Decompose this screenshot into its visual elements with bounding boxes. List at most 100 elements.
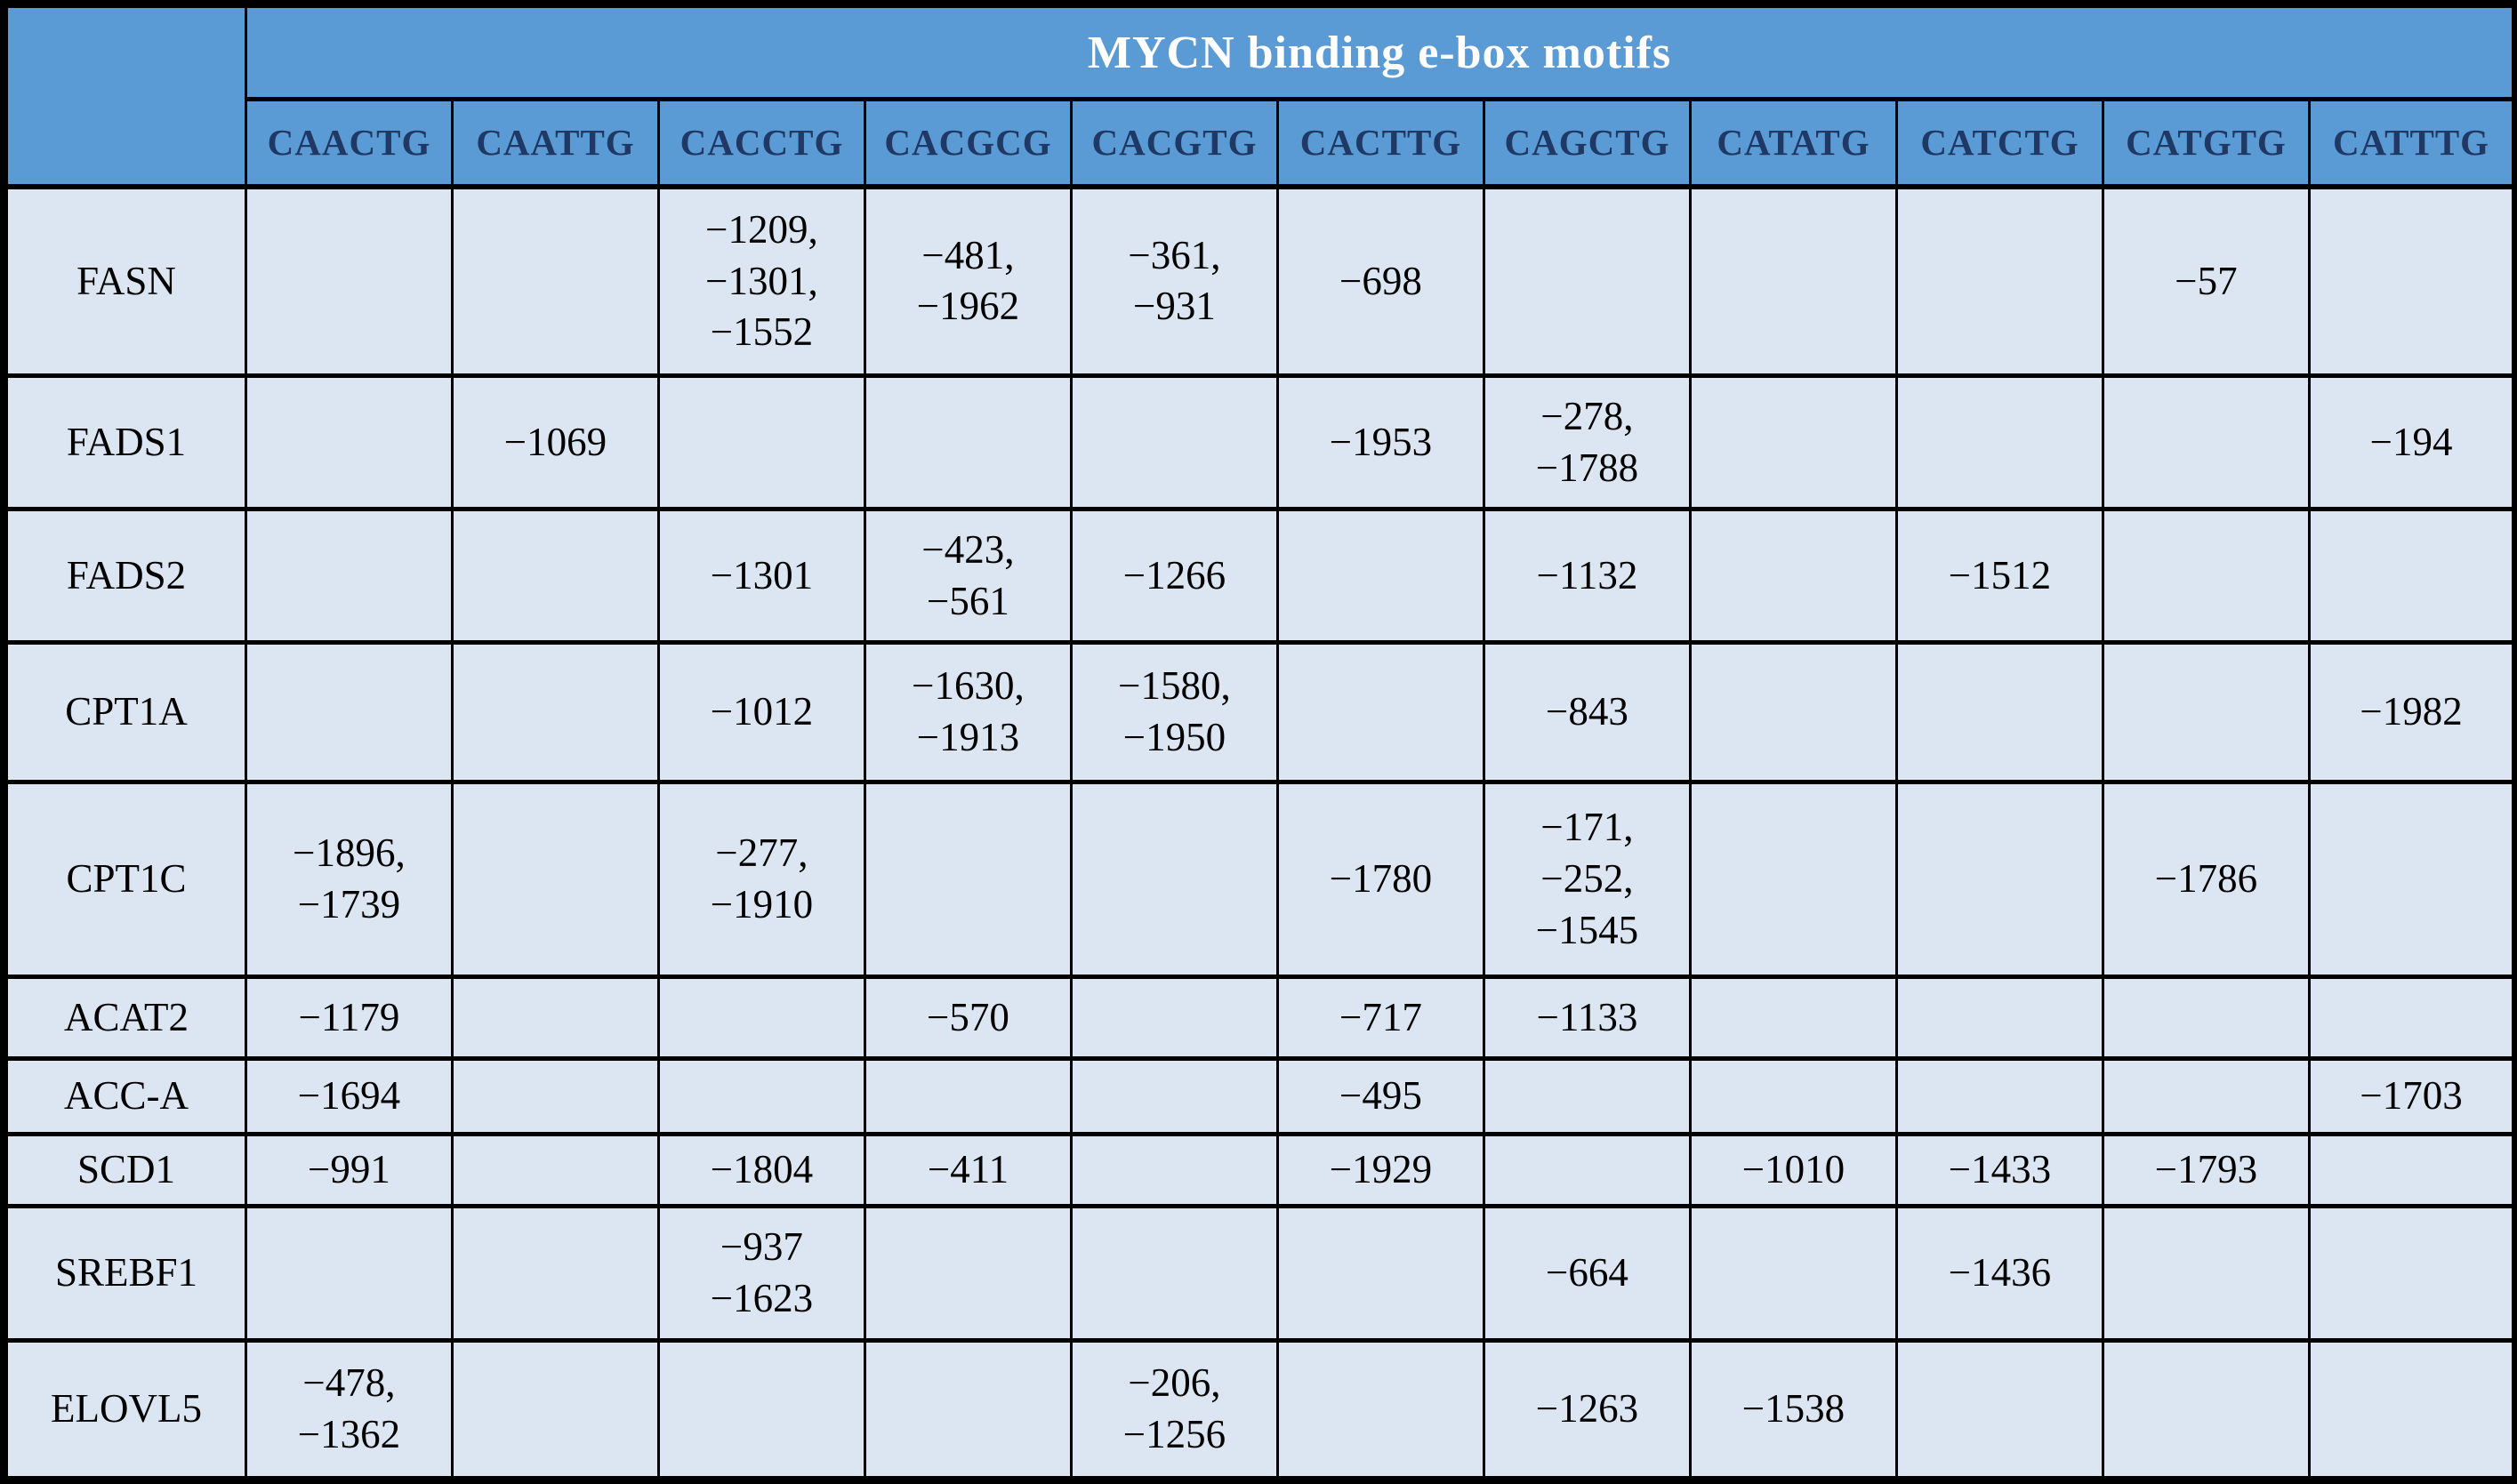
motif-position-cell: −570 [864,975,1073,1061]
motif-position-cell [1689,779,1898,980]
motif-position-cell: −194 [2307,373,2517,512]
motif-position-cell [1276,640,1485,784]
motif-position-cell [864,1337,1073,1483]
motif-position-cell: −1896, −1739 [245,779,454,980]
motif-position-cell [1895,183,2104,379]
table-row: FASN −1209, −1301, −1552 −481, −1962 −361, … [3,183,2517,379]
motif-position-cell [864,1055,1073,1137]
motif-position-cell [2102,1337,2311,1483]
motif-position-cell [2307,1132,2517,1208]
motif-position-cell [451,183,660,379]
table-header: MYCN binding e-box motifs CAACTG CAATTG CA… [3,2,2517,189]
table-row: ACAT2 −1179 −570 −717 −1133 [3,975,2517,1061]
motif-position-cell [1483,183,1692,379]
motif-position-cell: −1953 [1276,373,1485,512]
motif-position-cell: −478, −1362 [245,1337,454,1483]
motif-position-cell: −361, −931 [1070,183,1279,379]
motif-position-cell [451,975,660,1061]
motif-header: CATATG [1689,97,1898,189]
gene-label: SREBF1 [3,1203,247,1343]
motif-position-cell [451,1055,660,1137]
table-row: ELOVL5 −478, −1362 −206, −1256 −1263 −1538 [3,1337,2517,1483]
motif-position-cell [2102,1055,2311,1137]
motif-position-cell [1689,507,1898,646]
motif-position-cell: −411 [864,1132,1073,1208]
motif-position-cell [1689,1055,1898,1137]
motif-position-cell [1689,640,1898,784]
motif-position-cell: −717 [1276,975,1485,1061]
table-row: ACC-A −1694 −495 −1703 [3,1055,2517,1137]
motif-position-cell [1276,1337,1485,1483]
motif-position-cell: −481, −1962 [864,183,1073,379]
motif-position-cell [2307,1337,2517,1483]
motif-position-cell [245,640,454,784]
header-title-row: MYCN binding e-box motifs [3,2,2517,189]
motif-header: CAGCTG [1483,97,1692,189]
motif-position-cell [451,507,660,646]
motif-position-cell: −664 [1483,1203,1692,1343]
motif-position-cell [1895,975,2104,1061]
motif-position-cell [2307,507,2517,646]
motif-position-cell [1070,373,1279,512]
motif-position-cell [1895,1337,2104,1483]
motif-position-cell [451,1337,660,1483]
gene-label: FADS1 [3,373,247,512]
motif-position-cell: −1982 [2307,640,2517,784]
motif-header: CAACTG [245,97,454,189]
table-row: SREBF1 −937 −1623 −664 −1436 [3,1203,2517,1343]
motif-header-row: CAACTG CAATTG CACCTG CACGCG CACGTG CACTTG CAGC… [4,97,2517,189]
motif-position-cell [1895,1055,2104,1137]
motif-header: CACGCG [864,97,1073,189]
motif-position-cell: −171, −252, −1545 [1483,779,1692,980]
motif-position-cell [2307,183,2517,379]
motif-position-cell: −277, −1910 [657,779,866,980]
motif-position-cell [1483,1055,1692,1137]
motif-position-cell [245,183,454,379]
motif-position-cell: −1786 [2102,779,2311,980]
motif-position-cell [1070,975,1279,1061]
motif-position-cell [1070,1132,1279,1208]
motif-position-cell: −698 [1276,183,1485,379]
motif-position-cell: −1263 [1483,1337,1692,1483]
motif-position-cell [1689,183,1898,379]
motif-header: CACGTG [1070,97,1279,189]
motif-position-cell [1689,373,1898,512]
motif-position-cell: −1703 [2307,1055,2517,1137]
gene-label: FASN [3,183,247,379]
gene-label: SCD1 [3,1132,247,1208]
motif-position-cell: −937 −1623 [657,1203,866,1343]
motif-position-cell: −1929 [1276,1132,1485,1208]
motif-position-cell: −1630, −1913 [864,640,1073,784]
motif-position-cell: −1010 [1689,1132,1898,1208]
motif-position-cell [657,975,866,1061]
motif-position-cell: −1538 [1689,1337,1898,1483]
motif-position-cell: −423, −561 [864,507,1073,646]
motif-position-cell: −991 [245,1132,454,1208]
motif-position-cell: −1012 [657,640,866,784]
motif-position-cell: −843 [1483,640,1692,784]
motif-position-cell [1689,1203,1898,1343]
motif-position-cell: −1133 [1483,975,1692,1061]
motif-position-cell: −1069 [451,373,660,512]
table-row: SCD1 −991 −1804 −411 −1929 −1010 −1433 −1793 [3,1132,2517,1208]
motif-position-cell [864,373,1073,512]
motif-position-cell: −1266 [1070,507,1279,646]
corner-cell [3,2,247,189]
motif-position-cell [245,507,454,646]
motif-position-cell: −1780 [1276,779,1485,980]
motif-position-cell [657,373,866,512]
gene-label: FADS2 [3,507,247,646]
motif-position-cell [2102,373,2311,512]
motif-position-cell [245,1203,454,1343]
motif-position-cell [2102,975,2311,1061]
motif-position-cell [864,1203,1073,1343]
motif-position-cell [657,1337,866,1483]
motif-position-cell: −1179 [245,975,454,1061]
motif-header: CACCTG [657,97,866,189]
motif-position-cell: −1580, −1950 [1070,640,1279,784]
gene-label: ACC-A [3,1055,247,1137]
motif-position-cell [1070,1055,1279,1137]
motif-position-cell [1895,373,2104,512]
motif-position-cell: −1209, −1301, −1552 [657,183,866,379]
